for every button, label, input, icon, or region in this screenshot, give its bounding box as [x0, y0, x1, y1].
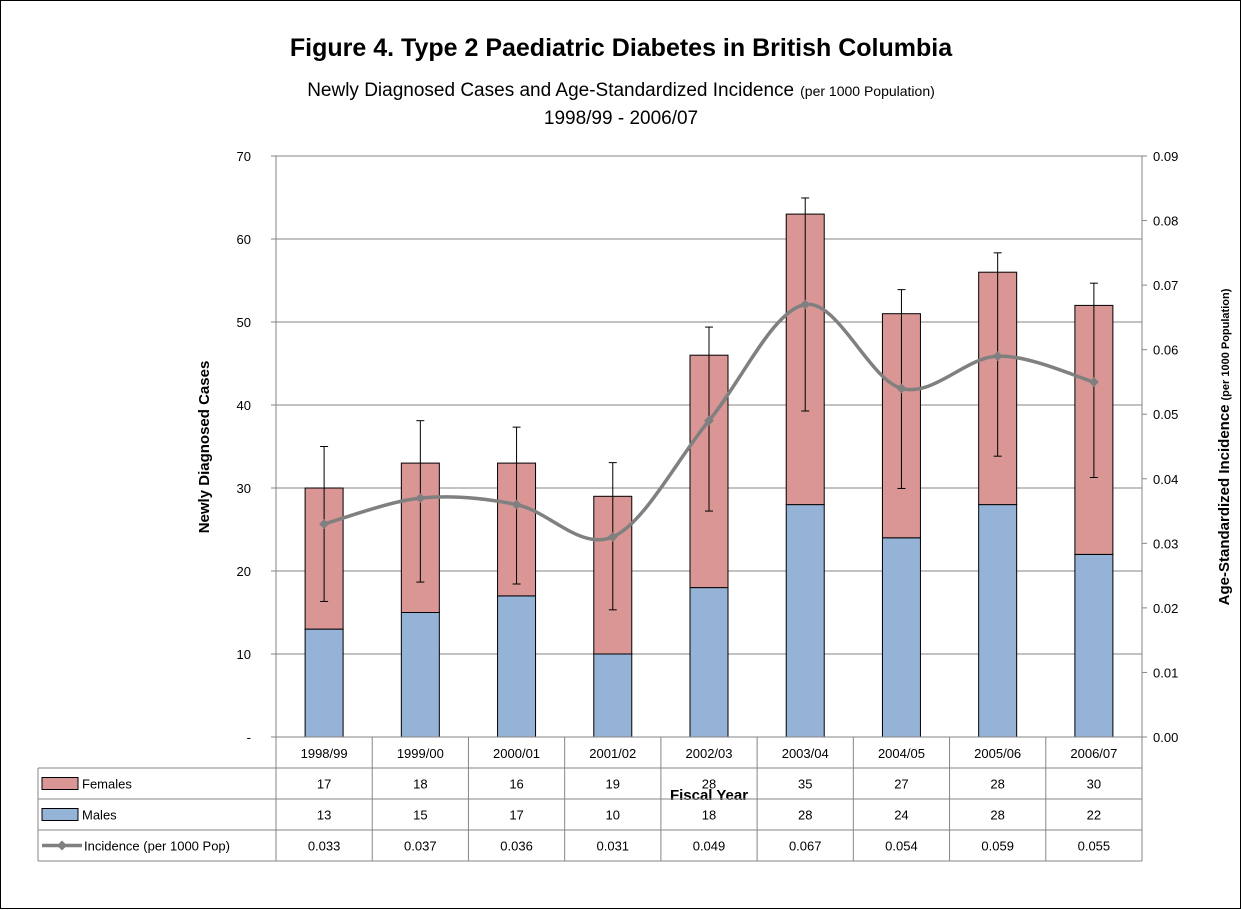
legend-swatch	[41, 777, 79, 790]
incidence-marker	[800, 299, 811, 310]
table-cell: 28	[702, 777, 716, 792]
y2-tick-label: 0.03	[1153, 536, 1178, 551]
table-cell: 0.033	[308, 839, 341, 854]
x-tick-label: 2002/03	[686, 746, 733, 761]
table-cell: 15	[413, 808, 427, 823]
y-tick-label: 20	[237, 564, 251, 579]
y-tick-label: 60	[237, 232, 251, 247]
incidence-marker	[704, 415, 714, 426]
bar-males	[785, 504, 825, 738]
table-cell: 0.049	[693, 839, 726, 854]
x-tick-label: 2006/07	[1070, 746, 1117, 761]
table-cell: 30	[1087, 777, 1101, 792]
y2-tick-label: 0.01	[1153, 665, 1178, 680]
incidence-marker	[1088, 376, 1099, 387]
bar-males	[978, 504, 1018, 738]
y2-axis-title-main: Age-Standardized Incidence	[1216, 404, 1233, 605]
table-cell: 35	[798, 777, 812, 792]
table-cell: 19	[606, 777, 620, 792]
table-cell: 18	[702, 808, 716, 823]
chart-subtitle-unit: (per 1000 Population)	[800, 83, 935, 99]
y-tick-label: 30	[237, 481, 251, 496]
table-cell: 10	[606, 808, 620, 823]
legend-marker	[57, 840, 67, 851]
incidence-marker	[896, 383, 907, 394]
table-cell: 13	[317, 808, 331, 823]
table-cell: 0.059	[981, 839, 1014, 854]
y-tick-label: 10	[237, 647, 251, 662]
y-tick-label: -	[247, 730, 251, 745]
table-cell: 0.054	[885, 839, 918, 854]
x-tick-label: 2003/04	[782, 746, 829, 761]
bar-males	[1074, 553, 1114, 738]
y2-tick-label: 0.04	[1153, 472, 1178, 487]
table-cell: 0.037	[404, 839, 437, 854]
table-cell: 0.031	[597, 839, 630, 854]
bar-males	[400, 612, 440, 738]
chart-subtitle-range: 1998/99 - 2006/07	[544, 108, 698, 129]
table-cell: 16	[509, 777, 523, 792]
bar-males	[689, 587, 729, 738]
table-cell: 0.055	[1078, 839, 1111, 854]
y2-tick-label: 0.00	[1153, 730, 1178, 745]
incidence-marker	[511, 499, 522, 510]
table-cell: 28	[990, 808, 1004, 823]
incidence-marker	[607, 531, 618, 542]
y2-tick-label: 0.02	[1153, 601, 1178, 616]
y-tick-label: 70	[237, 149, 251, 164]
y2-tick-label: 0.08	[1153, 214, 1178, 229]
bar-males	[881, 537, 921, 738]
table-cell: 22	[1087, 808, 1101, 823]
table-cell: 28	[798, 808, 812, 823]
incidence-marker	[319, 518, 330, 529]
incidence-marker	[992, 351, 1003, 362]
y2-axis-title-unit: (per 1000 Population)	[1220, 288, 1232, 400]
x-tick-label: 2000/01	[493, 746, 540, 761]
bar-males	[497, 595, 537, 738]
y-tick-label: 50	[237, 315, 251, 330]
x-tick-label: 2001/02	[589, 746, 636, 761]
legend-label: Females	[82, 777, 132, 792]
table-cell: 27	[894, 777, 908, 792]
x-tick-label: 1998/99	[301, 746, 348, 761]
legend-label: Males	[82, 808, 117, 823]
table-cell: 17	[317, 777, 331, 792]
chart-subtitle: Newly Diagnosed Cases and Age-Standardiz…	[307, 80, 935, 101]
chart-subtitle-main: Newly Diagnosed Cases and Age-Standardiz…	[307, 80, 794, 101]
x-tick-label: 1999/00	[397, 746, 444, 761]
incidence-marker	[415, 493, 426, 504]
legend-label: Incidence (per 1000 Pop)	[84, 839, 230, 854]
table-cell: 18	[413, 777, 427, 792]
incidence-line	[323, 302, 1095, 542]
table-cell: 0.036	[500, 839, 533, 854]
chart-title: Figure 4. Type 2 Paediatric Diabetes in …	[290, 34, 953, 62]
y2-axis-title: Age-Standardized Incidence (per 1000 Popu…	[1216, 288, 1233, 605]
y2-tick-label: 0.06	[1153, 343, 1178, 358]
y2-tick-label: 0.05	[1153, 407, 1178, 422]
x-axis-title: Fiscal Year	[670, 787, 748, 804]
x-tick-label: 2004/05	[878, 746, 925, 761]
table-cell: 28	[990, 777, 1004, 792]
table-cell: 24	[894, 808, 908, 823]
x-tick-label: 2005/06	[974, 746, 1021, 761]
legend-swatch	[41, 808, 79, 821]
bar-males	[304, 628, 344, 738]
bar-males	[593, 653, 633, 738]
table-cell: 0.067	[789, 839, 822, 854]
y-tick-label: 40	[237, 398, 251, 413]
table-cell: 17	[509, 808, 523, 823]
y2-tick-label: 0.07	[1153, 278, 1178, 293]
y-axis-title: Newly Diagnosed Cases	[196, 361, 213, 534]
y2-tick-label: 0.09	[1153, 149, 1178, 164]
plot-area: - 10 20 30 40 50 60 70 0.00 0.01 0.02 0.03 0.04 0.05 0…	[37, 149, 1178, 862]
